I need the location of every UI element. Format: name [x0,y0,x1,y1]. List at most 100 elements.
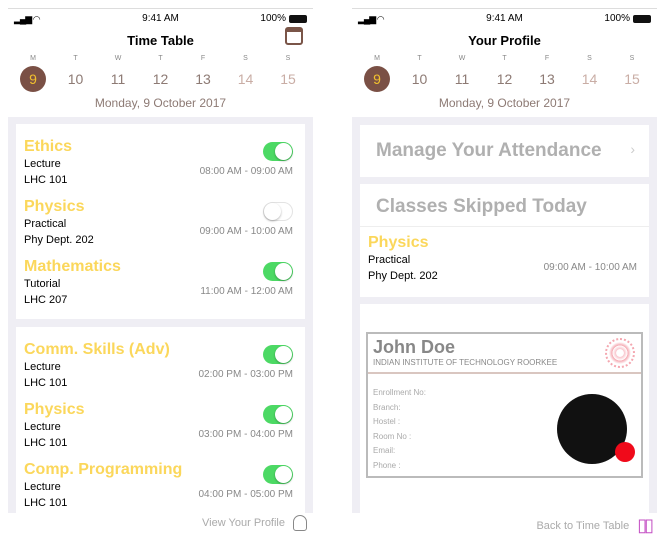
back-label: Back to Time Table [536,519,630,532]
time-range: 08:00 AM - 09:00 AM [199,166,293,177]
timetable-screen: ▂▄▆ ◠ 9:41 AM 100% Time Table M 9 T 10 W 11 T 1… [8,8,313,553]
profile-content: Manage Your Attendance › Classes Skipped… [352,117,657,513]
day-number: 9 [20,66,46,92]
attendance-toggle[interactable] [263,405,293,424]
day-12[interactable]: T 12 [486,55,524,92]
week-strip: M 9 T 10 W 11 T 12 F 13 S 14 S 15 [14,55,307,92]
attendance-toggle[interactable] [263,345,293,364]
day-10[interactable]: T 10 [57,55,95,92]
attendance-toggle[interactable] [263,202,293,221]
schedule-card: Comm. Skills (Adv) Lecture LHC 101 02:00… [16,327,305,513]
day-11[interactable]: W 11 [99,55,137,92]
signal-wifi-icon: ▂▄▆ ◠ [358,14,385,24]
time-range: 02:00 PM - 03:00 PM [198,369,294,380]
day-number: 11 [454,71,470,87]
day-number: 10 [67,71,84,87]
attendance-toggle[interactable] [263,142,293,161]
clock: 9:41 AM [486,13,523,24]
room: Phy Dept. 202 [24,234,94,246]
manage-attendance-row[interactable]: Manage Your Attendance › [360,125,649,177]
day-number: 10 [411,71,428,87]
day-number: 12 [152,71,169,87]
class-type: Lecture [24,158,61,170]
weekday-label: T [502,55,507,62]
id-card: John Doe INDIAN INSTITUTE OF TECHNOLOGY … [366,332,643,478]
back-to-timetable-button[interactable]: Back to Time Table ▯▯ [536,515,654,536]
selected-date: Monday, 9 October 2017 [438,96,571,110]
id-field-label: Email: [373,446,396,456]
day-number: 14 [581,71,598,87]
institute-seal-logo [605,338,635,368]
class-item: Ethics Lecture LHC 101 08:00 AM - 09:00 … [24,138,293,194]
id-fields: Enrollment No: Branch: Hostel : Room No : Em… [373,386,426,474]
chevron-right-icon: › [630,141,635,157]
room: LHC 101 [24,497,68,509]
room: LHC 207 [24,294,68,306]
day-number: 15 [624,71,640,87]
class-item: Comp. Programming Lecture LHC 101 04:00 … [24,461,293,517]
class-type: Practical [24,218,67,230]
view-profile-button[interactable]: View Your Profile [202,515,307,531]
time-range: 09:00 AM - 10:00 AM [199,226,293,237]
day-14[interactable]: S 14 [227,55,265,92]
skipped-class-item: Physics Practical Phy Dept. 202 09:00 AM… [368,234,637,290]
clock: 9:41 AM [142,13,179,24]
id-field-label: Enrollment No: [373,388,426,397]
calendar-icon[interactable] [285,27,303,45]
day-13[interactable]: F 13 [528,55,566,92]
battery: 100% [260,13,307,24]
class-item: Mathematics Tutorial LHC 207 11:00 AM - … [24,258,293,314]
class-item: Comm. Skills (Adv) Lecture LHC 101 02:00… [24,341,293,397]
weekday-label: M [30,55,36,62]
subject: Physics [24,401,85,418]
class-type: Practical [368,254,411,266]
student-name: John Doe [373,337,456,357]
day-number: 15 [280,71,296,87]
day-number: 13 [539,71,555,87]
subject: Comm. Skills (Adv) [24,341,170,358]
weekday-label: S [285,55,291,62]
room: Phy Dept. 202 [368,270,438,282]
subject: Physics [24,198,85,215]
day-12[interactable]: T 12 [142,55,180,92]
room: LHC 101 [24,437,68,449]
day-15[interactable]: S 15 [269,55,307,92]
day-13[interactable]: F 13 [184,55,222,92]
id-field-label: Hostel : [373,417,401,427]
day-number: 14 [237,71,254,87]
weekday-label: S [629,55,635,62]
attendance-toggle[interactable] [263,465,293,484]
time-range: 04:00 PM - 05:00 PM [198,489,294,500]
manage-attendance-label: Manage Your Attendance [376,140,602,161]
schedule-list: Ethics Lecture LHC 101 08:00 AM - 09:00 … [8,117,313,513]
weekday-label: W [458,55,466,62]
weekday-label: S [587,55,592,62]
week-strip: M 9 T 10 W 11 T 12 F 13 S 14 S 15 [358,55,651,92]
subject: Ethics [24,138,73,155]
day-number: 12 [496,71,513,87]
weekday-label: T [417,55,422,62]
selected-date: Monday, 9 October 2017 [94,96,227,110]
time-range: 09:00 AM - 10:00 AM [543,262,637,273]
day-15[interactable]: S 15 [613,55,651,92]
subject: Mathematics [24,258,121,275]
subject: Physics [368,234,429,251]
room: LHC 101 [24,174,68,186]
id-field-label: Branch: [373,402,401,412]
room: LHC 101 [24,377,68,389]
status-dot-icon [615,442,635,462]
class-type: Lecture [24,481,61,493]
day-10[interactable]: T 10 [401,55,439,92]
attendance-toggle[interactable] [263,262,293,281]
weekday-label: F [200,55,206,62]
day-11[interactable]: W 11 [443,55,481,92]
profile-screen: ▂▄▆ ◠ 9:41 AM 100% Your Profile M 9 T 10 W 11… [352,8,657,553]
view-profile-label: View Your Profile [202,517,285,529]
page-title: Time Table [127,33,194,48]
class-type: Tutorial [24,278,61,290]
day-14[interactable]: S 14 [571,55,609,92]
time-range: 03:00 PM - 04:00 PM [198,429,294,440]
day-number: 13 [195,71,211,87]
